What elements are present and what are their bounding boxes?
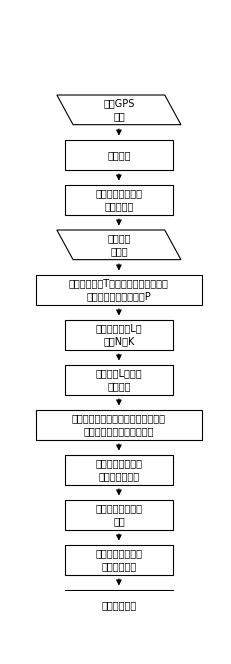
Polygon shape bbox=[57, 95, 180, 125]
Bar bbox=[65, 500, 172, 530]
Text: 加入误差限修正最
大排队长度值: 加入误差限修正最 大排队长度值 bbox=[95, 548, 142, 571]
Bar bbox=[36, 275, 201, 305]
Text: 根据步长L划分入
口道区域: 根据步长L划分入 口道区域 bbox=[95, 369, 142, 391]
Text: 地图匹配: 地图匹配 bbox=[107, 150, 130, 160]
Text: 以投影点与交叉口距离为依据，将停
车点分配到每个划分的区间: 以投影点与交叉口距离为依据，将停 车点分配到每个划分的区间 bbox=[72, 414, 165, 436]
Text: 匹配结果
数据库: 匹配结果 数据库 bbox=[107, 234, 130, 256]
Text: 计算投影点到路段
终点的距离: 计算投影点到路段 终点的距离 bbox=[95, 189, 142, 211]
Bar bbox=[65, 455, 172, 485]
Text: 确定排队长度: 确定排队长度 bbox=[101, 600, 136, 610]
Bar bbox=[65, 365, 172, 394]
Bar bbox=[65, 320, 172, 350]
Text: 判断队尾出租车的
位置: 判断队尾出租车的 位置 bbox=[95, 503, 142, 526]
Bar bbox=[36, 410, 201, 440]
Text: 原始GPS
数据: 原始GPS 数据 bbox=[103, 98, 134, 122]
Bar bbox=[65, 185, 172, 214]
Bar bbox=[65, 590, 172, 620]
Text: 对每个区间的停车
点数量进行计数: 对每个区间的停车 点数量进行计数 bbox=[95, 458, 142, 481]
Bar bbox=[65, 140, 172, 170]
Text: 设定标准步长L，
阈值N和K: 设定标准步长L， 阈值N和K bbox=[95, 323, 142, 346]
Bar bbox=[65, 545, 172, 574]
Polygon shape bbox=[57, 230, 180, 260]
Text: 输入统计间隔T、交叉口编号、路段编
号，导出相应的数据集P: 输入统计间隔T、交叉口编号、路段编 号，导出相应的数据集P bbox=[69, 278, 168, 301]
